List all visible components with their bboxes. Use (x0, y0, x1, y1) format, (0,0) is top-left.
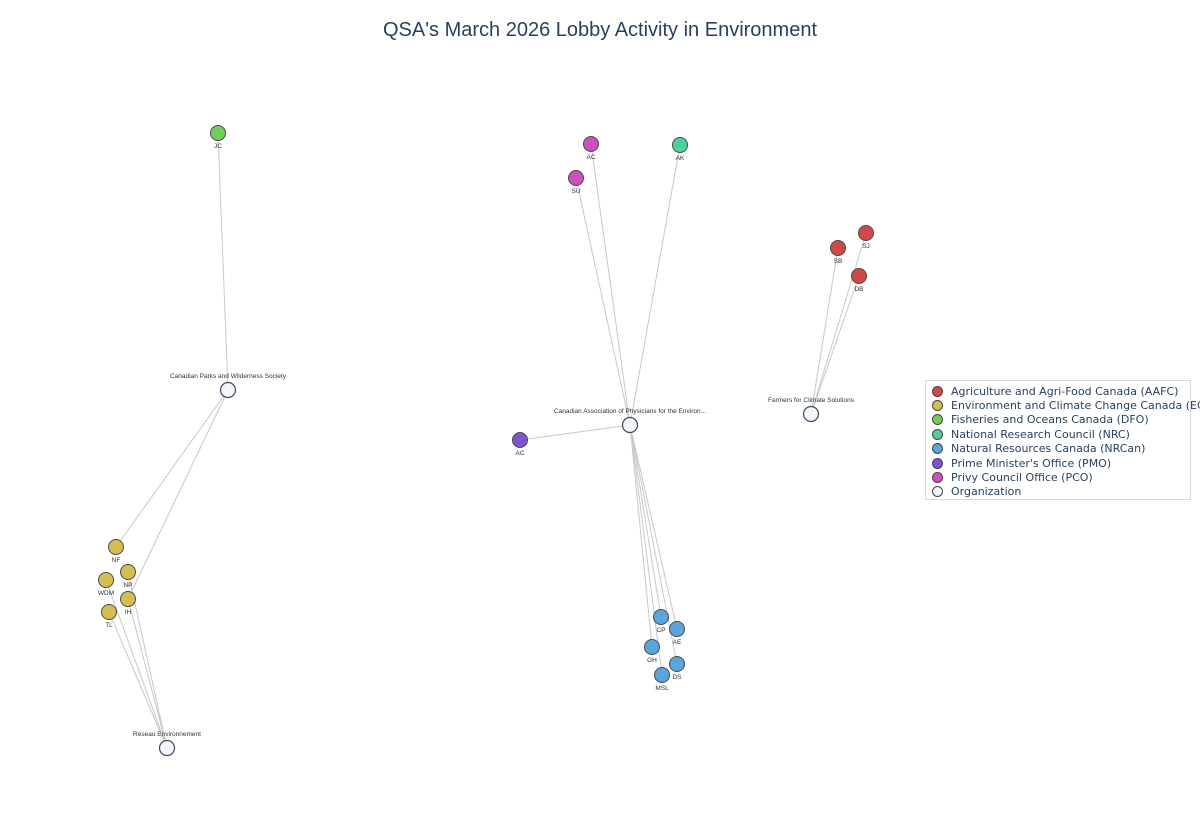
org-label-capeh: Canadian Association of Physicians for t… (554, 408, 706, 415)
legend-label: Organization (951, 485, 1022, 499)
legend-swatch-icon (932, 457, 943, 469)
official-node-msl[interactable] (654, 667, 670, 683)
edge-ih-reseau (127, 598, 168, 749)
edge-tl-reseau (108, 611, 168, 749)
official-node-su[interactable] (568, 170, 584, 186)
edge-ae-capeh (629, 424, 678, 630)
org-label-ffcs: Farmers for Climate Solutions (768, 397, 855, 404)
official-node-jc[interactable] (210, 125, 226, 141)
edge-ds-capeh (629, 424, 678, 665)
org-node-cpaws[interactable] (219, 381, 237, 399)
edge-su-capeh (575, 177, 631, 426)
official-label-sb: SB (834, 258, 843, 265)
official-label-msl: MSL (655, 685, 669, 692)
official-node-nf[interactable] (108, 539, 124, 555)
legend-item-nrcan[interactable]: Natural Resources Canada (NRCan) (932, 442, 1184, 456)
official-node-ak[interactable] (672, 137, 688, 153)
official-node-ac1[interactable] (583, 136, 599, 152)
legend-label: Privy Council Office (PCO) (951, 471, 1093, 485)
official-label-ac2: AC (515, 450, 524, 457)
chart-title: QSA's March 2026 Lobby Activity in Envir… (383, 19, 817, 41)
official-label-ae: AE (673, 639, 682, 646)
edge-db-ffcs (810, 275, 860, 415)
legend-swatch-icon (932, 486, 943, 498)
legend-label: National Research Council (NRC) (951, 427, 1130, 441)
legend-label: Environment and Climate Change Canada (E… (951, 399, 1200, 413)
edge-ac2-capeh (519, 424, 631, 441)
edge-wdm-reseau (105, 579, 168, 749)
official-label-jc: JC (214, 143, 222, 150)
legend-swatch-icon (932, 400, 943, 412)
legend-item-nrc[interactable]: National Research Council (NRC) (932, 427, 1184, 441)
legend-swatch-icon (932, 385, 943, 397)
edge-gh-capeh (629, 424, 653, 648)
official-label-ds: DS (672, 674, 682, 681)
official-label-ac1: AC (586, 154, 595, 161)
legend-swatch-icon (932, 472, 943, 484)
legend-label: Agriculture and Agri-Food Canada (AAFC) (951, 384, 1179, 398)
edge-nf-cpaws (115, 389, 229, 548)
official-node-np[interactable] (120, 564, 136, 580)
org-node-reseau[interactable] (158, 739, 176, 757)
edge-msl-capeh (629, 424, 663, 676)
official-label-tl: TL (105, 622, 113, 629)
org-node-capeh[interactable] (621, 416, 639, 434)
official-label-cp: CP (656, 627, 665, 634)
legend-label: Fisheries and Oceans Canada (DFO) (951, 413, 1149, 427)
legend-item-eccc[interactable]: Environment and Climate Change Canada (E… (932, 398, 1200, 412)
official-label-wdm: WDM (98, 590, 114, 597)
edge-sb-ffcs (810, 247, 839, 415)
legend-item-org[interactable]: Organization (932, 485, 1184, 499)
official-node-tl[interactable] (101, 604, 117, 620)
edge-sj-ffcs (810, 232, 867, 415)
official-node-wdm[interactable] (98, 572, 114, 588)
official-node-db[interactable] (851, 268, 867, 284)
legend-swatch-icon (932, 428, 943, 440)
official-node-ac2[interactable] (512, 432, 528, 448)
legend-swatch-icon (932, 443, 943, 455)
official-node-gh[interactable] (644, 639, 660, 655)
official-node-sb[interactable] (830, 240, 846, 256)
official-node-ds[interactable] (669, 656, 685, 672)
official-node-sj[interactable] (858, 225, 874, 241)
edge-ak-capeh (629, 144, 681, 426)
legend: Agriculture and Agri-Food Canada (AAFC) E… (925, 380, 1200, 500)
legend-item-dfo[interactable]: Fisheries and Oceans Canada (DFO) (932, 413, 1184, 427)
official-label-su: SU (571, 188, 580, 195)
official-node-ae[interactable] (669, 621, 685, 637)
official-node-cp[interactable] (653, 609, 669, 625)
legend-item-pco[interactable]: Privy Council Office (PCO) (932, 470, 1184, 484)
official-label-sj: SJ (862, 243, 870, 250)
legend-label: Natural Resources Canada (NRCan) (951, 442, 1146, 456)
official-label-gh: GH (647, 657, 657, 664)
legend-item-pmo[interactable]: Prime Minister's Office (PMO) (932, 456, 1184, 470)
edge-ac1-capeh (590, 143, 631, 426)
official-label-db: DB (854, 286, 863, 293)
org-label-cpaws: Canadian Parks and Wilderness Society (170, 373, 287, 380)
edge-jc-cpaws (217, 132, 229, 391)
edge-ih-cpaws (127, 389, 229, 600)
legend-swatch-icon (932, 414, 943, 426)
edges-layer (105, 132, 867, 749)
official-label-nf: NF (112, 557, 121, 564)
org-label-reseau: Réseau Environnement (133, 731, 201, 738)
official-label-ak: AK (676, 155, 685, 162)
legend-item-aafc[interactable]: Agriculture and Agri-Food Canada (AAFC) (932, 384, 1184, 398)
edge-cp-capeh (629, 424, 662, 618)
legend-label: Prime Minister's Office (PMO) (951, 456, 1112, 470)
official-node-ih[interactable] (120, 591, 136, 607)
official-label-np: NP (123, 582, 132, 589)
official-label-ih: IH (125, 609, 132, 616)
org-node-ffcs[interactable] (802, 405, 820, 423)
